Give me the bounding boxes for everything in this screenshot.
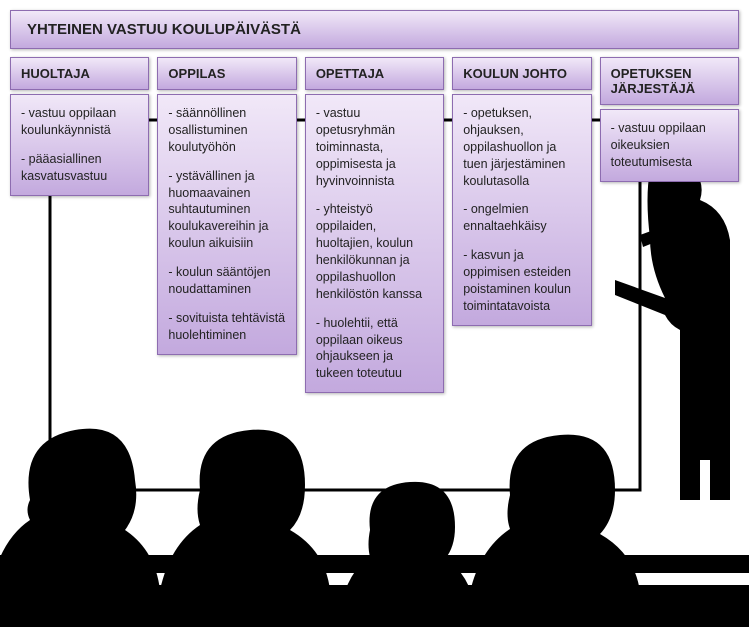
column: OPETTAJA - vastuu opetusryhmän toiminnast… (305, 57, 444, 393)
column-item: - sovituista tehtävistä huolehtiminen (168, 310, 285, 344)
column-item: - vastuu oppilaan oikeuksien toteutumise… (611, 120, 728, 171)
column-body: - säännöllinen osallistuminen koulutyöhö… (157, 94, 296, 355)
column-item: - säännöllinen osallistuminen koulutyöhö… (168, 105, 285, 156)
column-item: - ongelmien ennaltaehkäisy (463, 201, 580, 235)
column-body: - opetuksen, ohjauksen, oppilashuollon j… (452, 94, 591, 326)
infographic-root: YHTEINEN VASTUU KOULUPÄIVÄSTÄ HUOLTAJA - … (0, 0, 749, 403)
column-body: - vastuu opetusryhmän toiminnasta, oppim… (305, 94, 444, 393)
column-item: - huolehtii, että oppilaan oikeus ohjauk… (316, 315, 433, 383)
column-body: - vastuu oppilaan oikeuksien toteutumise… (600, 109, 739, 182)
column: HUOLTAJA - vastuu oppilaan koulunkäynnist… (10, 57, 149, 196)
column-item: - kasvun ja oppimisen esteiden poistamin… (463, 247, 580, 315)
column: OPETUKSEN JÄRJESTÄJÄ - vastuu oppilaan oi… (600, 57, 739, 182)
column-item: - vastuu oppilaan koulunkäynnistä (21, 105, 138, 139)
column: OPPILAS - säännöllinen osallistuminen kou… (157, 57, 296, 355)
column-header: OPETUKSEN JÄRJESTÄJÄ (600, 57, 739, 105)
column: KOULUN JOHTO - opetuksen, ohjauksen, oppi… (452, 57, 591, 326)
column-item: - pääasiallinen kasvatusvastuu (21, 151, 138, 185)
main-title: YHTEINEN VASTUU KOULUPÄIVÄSTÄ (27, 21, 301, 38)
column-item: - vastuu opetusryhmän toiminnasta, oppim… (316, 105, 433, 189)
column-header: HUOLTAJA (10, 57, 149, 90)
column-item: - opetuksen, ohjauksen, oppilashuollon j… (463, 105, 580, 189)
title-bar: YHTEINEN VASTUU KOULUPÄIVÄSTÄ (10, 10, 739, 49)
column-body: - vastuu oppilaan koulunkäynnistä - pääas… (10, 94, 149, 196)
column-header: OPETTAJA (305, 57, 444, 90)
column-header: KOULUN JOHTO (452, 57, 591, 90)
column-item: - koulun sääntöjen noudattaminen (168, 264, 285, 298)
column-item: - ystävällinen ja huomaavainen suhtautum… (168, 168, 285, 252)
column-header: OPPILAS (157, 57, 296, 90)
columns-container: HUOLTAJA - vastuu oppilaan koulunkäynnist… (10, 57, 739, 393)
column-item: - yhteistyö oppilaiden, huoltajien, koul… (316, 201, 433, 302)
